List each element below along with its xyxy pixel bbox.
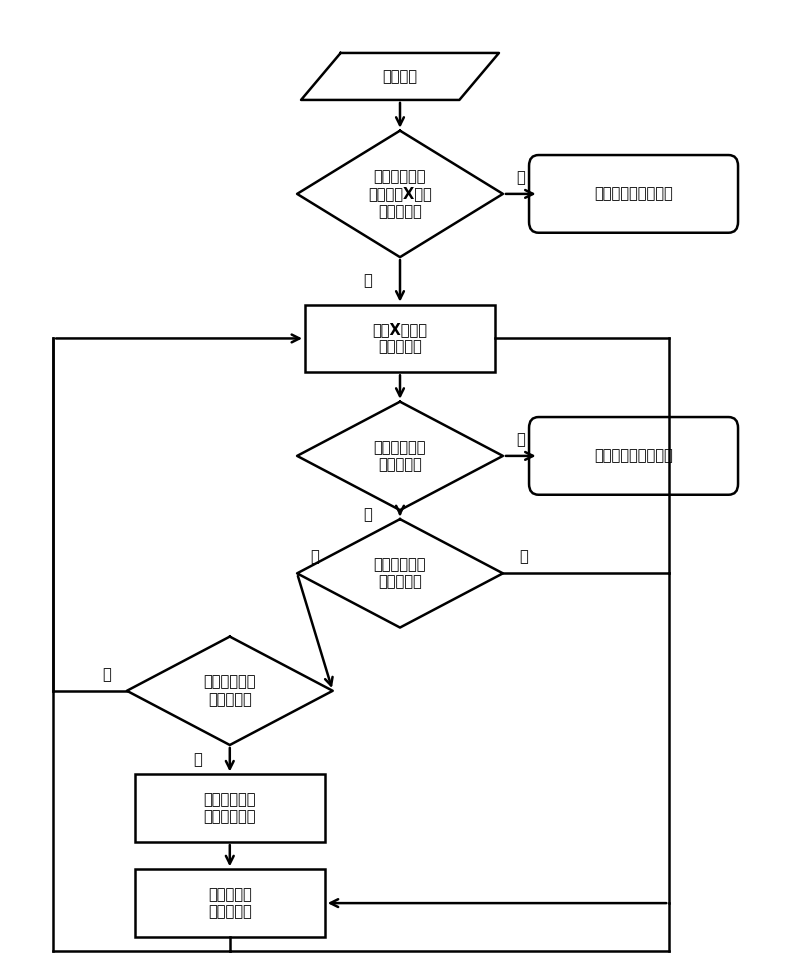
Text: 是: 是 <box>363 273 372 289</box>
Text: 是: 是 <box>310 550 319 564</box>
Text: 否: 否 <box>102 668 111 682</box>
Text: 是: 是 <box>194 753 202 767</box>
Text: 图形宽度是否
超出屏幕X方向
显示分辨率: 图形宽度是否 超出屏幕X方向 显示分辨率 <box>368 169 432 218</box>
Text: 生成X方向矩
形裁剪区域: 生成X方向矩 形裁剪区域 <box>373 323 427 355</box>
Text: 否: 否 <box>363 507 372 522</box>
Text: 是: 是 <box>516 432 525 447</box>
Text: 对矩形区域内
线路进行裁剪: 对矩形区域内 线路进行裁剪 <box>203 792 256 824</box>
Text: 无需裁剪，算法结束: 无需裁剪，算法结束 <box>594 186 673 201</box>
Polygon shape <box>297 519 503 628</box>
FancyBboxPatch shape <box>134 775 325 842</box>
Polygon shape <box>297 402 503 510</box>
FancyBboxPatch shape <box>529 417 738 495</box>
Text: 无需裁剪，算法结束: 无需裁剪，算法结束 <box>594 448 673 464</box>
Text: 矩形区域内是
否存在设备: 矩形区域内是 否存在设备 <box>374 557 426 589</box>
Text: 矩形区域右
侧设备左移: 矩形区域右 侧设备左移 <box>208 887 252 920</box>
FancyBboxPatch shape <box>529 156 738 233</box>
Text: 矩形区域是否
超出右边界: 矩形区域是否 超出右边界 <box>374 440 426 472</box>
Polygon shape <box>127 637 333 745</box>
Polygon shape <box>297 130 503 257</box>
Polygon shape <box>301 53 499 99</box>
FancyBboxPatch shape <box>305 304 495 372</box>
Text: 图形数据: 图形数据 <box>382 69 418 84</box>
Text: 是否只存在可
裁剪的线路: 是否只存在可 裁剪的线路 <box>203 674 256 707</box>
Text: 否: 否 <box>516 170 525 185</box>
Text: 否: 否 <box>518 550 527 564</box>
FancyBboxPatch shape <box>134 869 325 937</box>
